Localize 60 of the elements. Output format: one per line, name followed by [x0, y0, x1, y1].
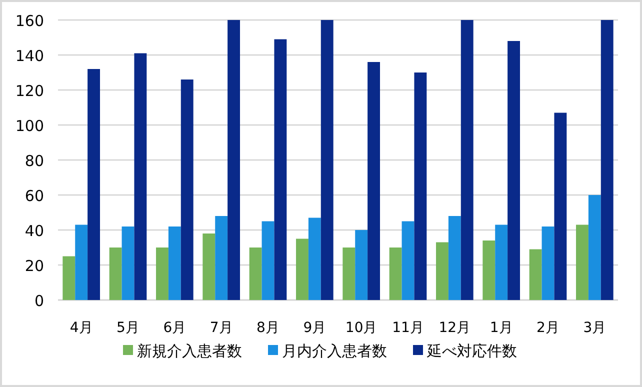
- x-tick-label: 5月: [116, 320, 140, 336]
- x-tick-label: 12月: [438, 320, 471, 336]
- y-tick-label: 40: [24, 222, 44, 240]
- bar: [542, 226, 554, 300]
- y-tick-label: 0: [34, 292, 44, 310]
- x-tick-label: 2月: [536, 320, 560, 336]
- y-tick-label: 120: [15, 82, 44, 100]
- bar: [529, 249, 542, 300]
- bar: [156, 248, 168, 300]
- bar: [274, 39, 287, 300]
- bar: [308, 218, 321, 300]
- bar: [262, 221, 274, 300]
- bar: [448, 216, 461, 300]
- bar: [180, 80, 194, 300]
- bar: [576, 224, 588, 300]
- bar: [62, 256, 76, 300]
- bar: [168, 226, 181, 300]
- x-tick-label: 10月: [345, 320, 378, 336]
- bar: [88, 69, 100, 300]
- x-tick-label: 1月: [490, 320, 513, 336]
- bar: [134, 53, 147, 300]
- bar: [508, 41, 520, 300]
- bar: [588, 195, 601, 300]
- bar: [202, 234, 216, 300]
- bar: [414, 72, 427, 300]
- x-tick-label: 4月: [70, 320, 93, 336]
- bar: [249, 248, 262, 300]
- bar: [320, 20, 334, 300]
- y-tick-label: 20: [24, 257, 44, 275]
- bar: [122, 226, 134, 300]
- bar: [228, 20, 240, 300]
- x-tick-label: 9月: [303, 320, 326, 336]
- y-tick-label: 140: [15, 47, 44, 65]
- y-tick-label: 60: [24, 187, 44, 205]
- y-tick-label: 80: [24, 152, 44, 170]
- bar: [460, 20, 474, 300]
- bar: [109, 248, 122, 300]
- x-tick-label: 3月: [583, 320, 606, 336]
- bar: [482, 240, 496, 300]
- bar: [600, 20, 614, 300]
- bar: [75, 224, 88, 300]
- bar: [368, 62, 380, 300]
- legend-label: 延べ対応件数: [426, 342, 517, 360]
- bar: [402, 221, 414, 300]
- x-tick-label: 7月: [210, 320, 233, 336]
- legend-label: 新規介入患者数: [137, 342, 242, 360]
- bar: [389, 248, 402, 300]
- x-tick-label: 11月: [392, 320, 424, 336]
- bar: [436, 242, 448, 300]
- y-tick-label: 160: [15, 12, 44, 30]
- bar: [554, 112, 567, 300]
- bar: [342, 248, 356, 300]
- bar: [495, 224, 508, 300]
- bar: [355, 230, 368, 300]
- x-tick-label: 8月: [256, 320, 280, 336]
- x-tick-label: 6月: [163, 320, 186, 336]
- legend-label: 月内介入患者数: [282, 342, 387, 360]
- bar: [215, 216, 228, 300]
- y-tick-label: 100: [15, 117, 44, 135]
- bar: [296, 238, 308, 300]
